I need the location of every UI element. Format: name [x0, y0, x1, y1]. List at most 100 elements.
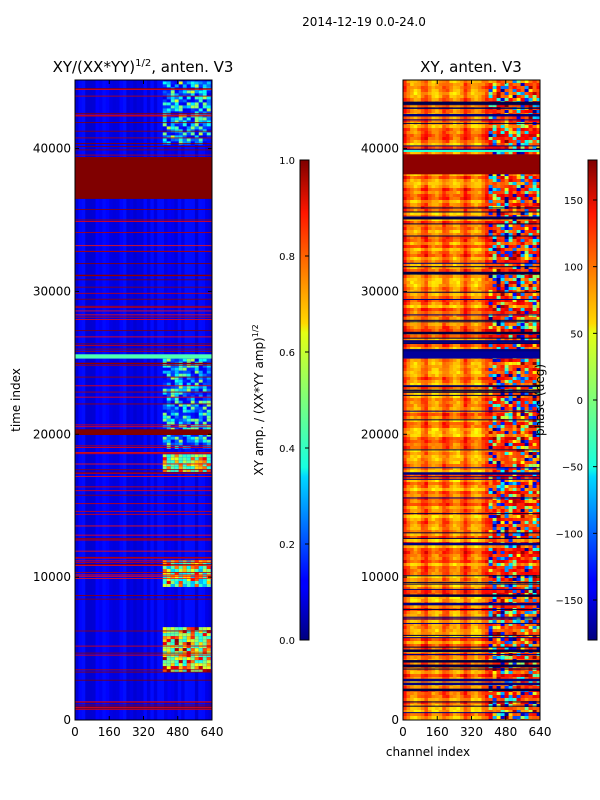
heatmap-cell: [463, 173, 468, 176]
heatmap-cell: [456, 323, 461, 326]
heatmap-cell: [206, 376, 211, 380]
heatmap-cell: [445, 368, 450, 371]
heatmap-cell: [435, 209, 440, 212]
heatmap-cell: [413, 368, 418, 371]
heatmap-cell: [508, 173, 513, 176]
heatmap-cell: [481, 143, 486, 146]
heatmap-cell: [420, 377, 425, 380]
heatmap-flag-line: [75, 350, 212, 352]
heatmap-cell: [206, 636, 211, 640]
heatmap-cell: [452, 251, 458, 254]
heatmap-cell: [170, 636, 175, 640]
heatmap-cell: [420, 260, 425, 263]
heatmap-cell: [178, 581, 183, 584]
heatmap-cell: [452, 329, 458, 332]
heatmap-cell: [452, 140, 458, 143]
heatmap-cell: [190, 469, 195, 473]
heatmap-cell: [516, 236, 521, 239]
heatmap-cell: [403, 299, 408, 302]
heatmap-cell: [162, 409, 167, 413]
heatmap-cell: [424, 269, 429, 272]
heatmap-cell: [427, 299, 433, 302]
heatmap-cell: [431, 185, 436, 188]
heatmap-cell: [445, 212, 450, 215]
heatmap-cell: [417, 335, 422, 338]
heatmap-cell: [463, 263, 468, 266]
heatmap-flag-line: [75, 595, 212, 596]
heatmap-cell: [504, 383, 509, 386]
heatmap-cell: [488, 128, 493, 131]
heatmap-cell: [520, 137, 525, 140]
heatmap-cell: [536, 89, 540, 92]
heatmap-cell: [500, 260, 505, 263]
heatmap-flag-line: [75, 463, 212, 465]
heatmap-cell: [474, 380, 479, 383]
heatmap-flag-line: [75, 426, 212, 428]
heatmap-cell: [477, 383, 482, 386]
heatmap-cell: [532, 293, 537, 296]
heatmap-cell: [516, 86, 521, 89]
heatmap-cell: [470, 368, 475, 371]
heatmap-cell: [492, 209, 497, 212]
heatmap-cell: [488, 188, 493, 191]
heatmap-cell: [194, 663, 199, 667]
heatmap-cell: [202, 138, 207, 142]
heatmap-cell: [442, 254, 447, 257]
heatmap-cell: [166, 84, 171, 88]
heatmap-cell: [492, 116, 497, 119]
heatmap-cell: [485, 317, 490, 320]
heatmap-cell: [442, 296, 447, 299]
heatmap-cell: [460, 263, 465, 266]
heatmap-cell: [406, 269, 411, 272]
heatmap-cell: [485, 140, 490, 143]
heatmap-cell: [417, 329, 422, 332]
heatmap-cell: [467, 368, 472, 371]
heatmap-cell: [413, 143, 418, 146]
heatmap-cell: [456, 203, 461, 206]
heatmap-cell: [456, 128, 461, 131]
heatmap-cell: [474, 185, 479, 188]
heatmap-cell: [186, 654, 191, 658]
heatmap-cell: [427, 203, 433, 206]
heatmap-cell: [174, 627, 179, 631]
heatmap-cell: [481, 179, 486, 182]
heatmap-cell: [194, 96, 199, 100]
heatmap-cell: [463, 308, 468, 311]
heatmap-cell: [536, 326, 540, 329]
heatmap-cell: [496, 278, 501, 281]
heatmap-cell: [178, 141, 183, 145]
heatmap-cell: [452, 368, 458, 371]
heatmap-cell: [410, 335, 415, 338]
heatmap-cell: [500, 338, 505, 341]
heatmap-cell: [194, 418, 199, 422]
heatmap-cell: [417, 104, 422, 107]
heatmap-cell: [410, 110, 415, 113]
heatmap-cell: [532, 275, 537, 278]
heatmap-cell: [417, 257, 422, 260]
heatmap-cell: [504, 119, 509, 122]
heatmap-cell: [485, 251, 490, 254]
heatmap-cell: [474, 191, 479, 194]
heatmap-cell: [413, 263, 418, 266]
heatmap-cell: [435, 212, 440, 215]
heatmap-cell: [467, 323, 472, 326]
heatmap-cell: [431, 80, 436, 83]
heatmap-cell: [186, 669, 191, 673]
heatmap-cell: [424, 257, 429, 260]
heatmap-cell: [406, 194, 411, 197]
heatmap-cell: [442, 281, 447, 284]
heatmap-cell: [528, 380, 533, 383]
heatmap-cell: [524, 179, 529, 182]
heatmap-cell: [524, 245, 529, 248]
heatmap-cell: [198, 642, 203, 646]
heatmap-cell: [508, 245, 513, 248]
heatmap-cell: [492, 317, 497, 320]
heatmap-cell: [536, 185, 540, 188]
heatmap-cell: [460, 386, 465, 389]
heatmap-flag-line: [75, 348, 212, 350]
heatmap-cell: [477, 236, 482, 239]
heatmap-cell: [435, 314, 440, 317]
heatmap-cell: [190, 581, 195, 584]
heatmap-cell: [413, 314, 418, 317]
heatmap-cell: [512, 302, 517, 305]
